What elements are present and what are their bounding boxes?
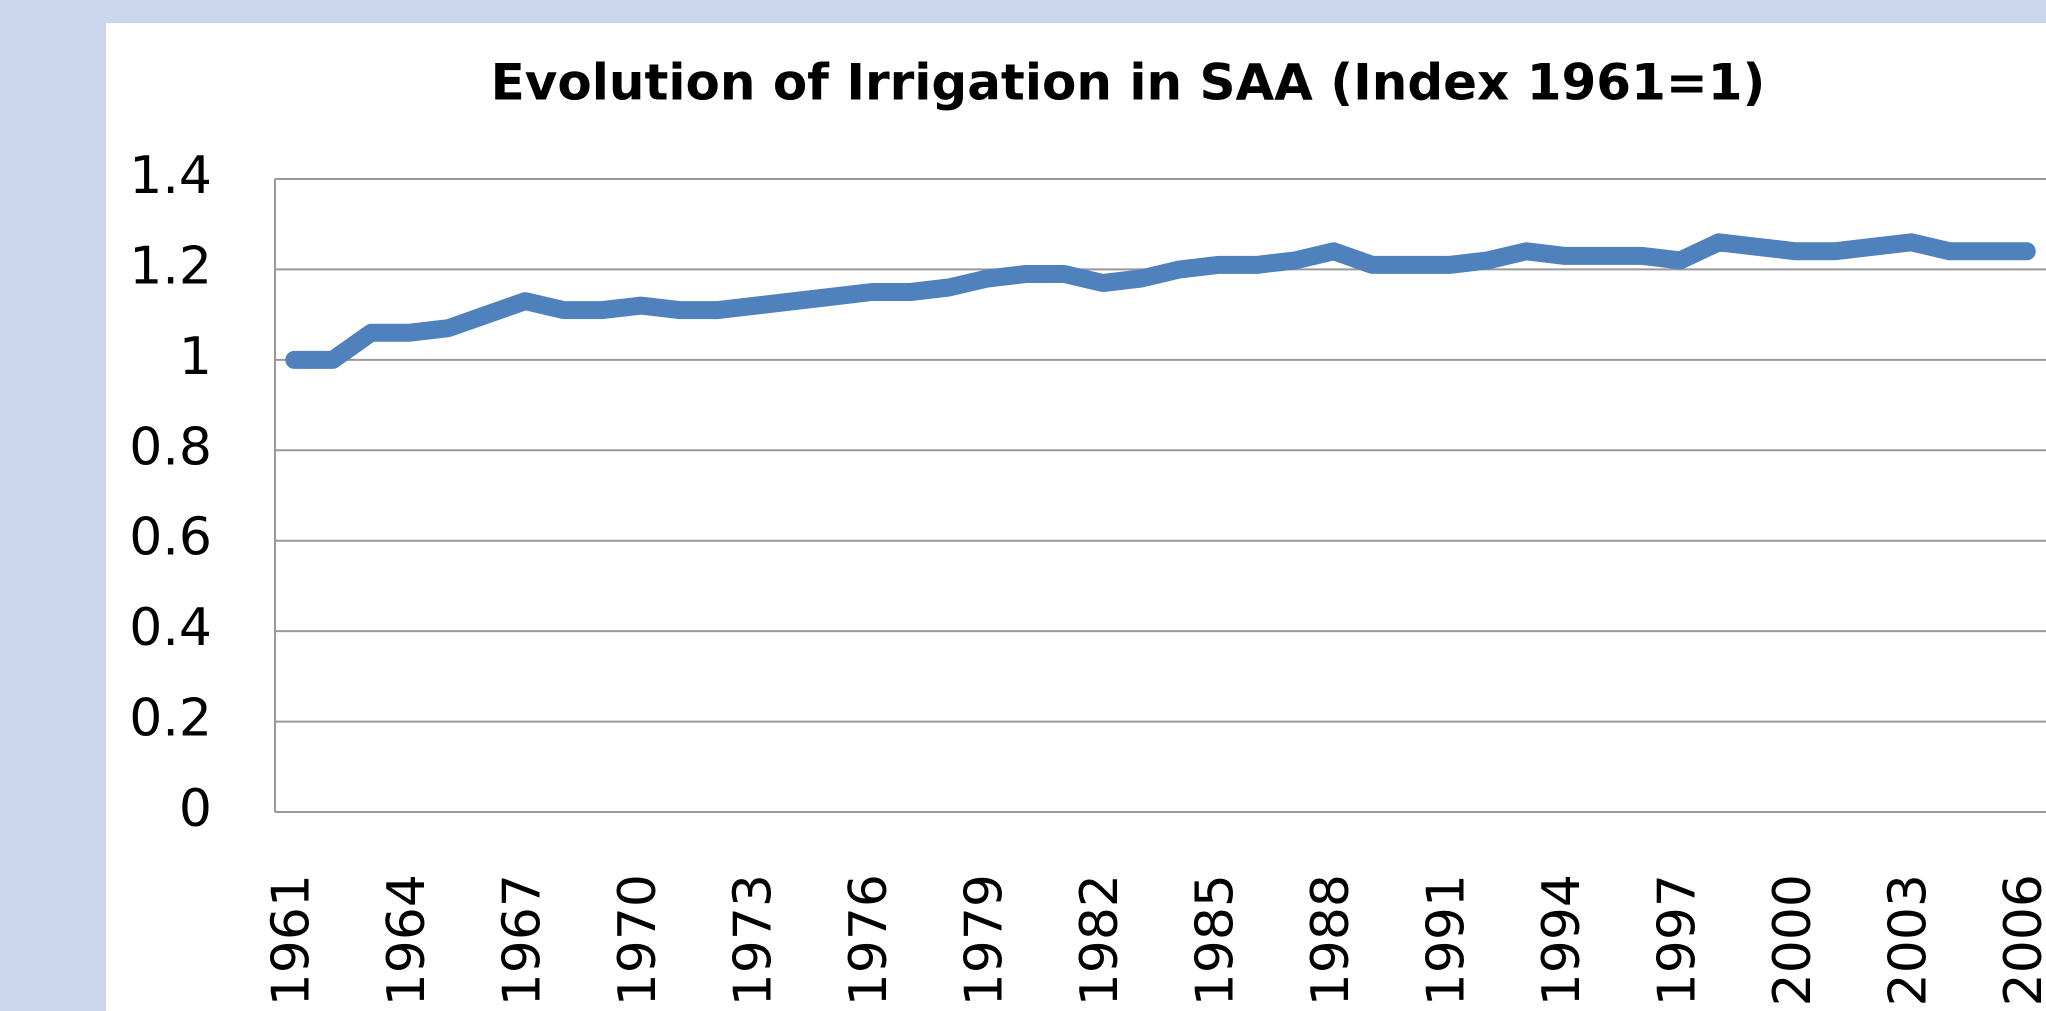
y-tick-label: 0.2 xyxy=(129,689,212,749)
x-tick-label: 1964 xyxy=(377,874,437,1006)
y-tick-label: 1 xyxy=(179,327,212,387)
x-tick-label: 2000 xyxy=(1763,874,1823,1006)
x-tick-label: 1982 xyxy=(1070,874,1130,1006)
x-tick-label: 1970 xyxy=(608,874,668,1006)
x-tick-label: 1988 xyxy=(1301,874,1361,1006)
y-tick-label: 1.2 xyxy=(129,236,212,296)
x-tick-label: 1961 xyxy=(261,874,321,1006)
x-tick-label: 1985 xyxy=(1185,874,1245,1006)
x-tick-label: 1967 xyxy=(492,874,552,1006)
data-line xyxy=(285,233,2036,369)
y-tick-label: 1.4 xyxy=(129,146,212,206)
y-tick-label: 0.6 xyxy=(129,508,212,568)
y-tick-label: 0.4 xyxy=(129,598,212,658)
x-tick-label: 1997 xyxy=(1647,874,1707,1006)
x-tick-label: 2003 xyxy=(1878,874,1938,1006)
x-tick-label: 2006 xyxy=(1994,874,2046,1006)
y-tick-label: 0.8 xyxy=(129,417,212,477)
chart-panel xyxy=(106,23,2046,1011)
x-tick-label: 1976 xyxy=(839,874,899,1006)
x-tick-label: 1973 xyxy=(723,874,783,1006)
x-tick-label: 1994 xyxy=(1532,874,1592,1006)
x-tick-label: 1991 xyxy=(1416,874,1476,1006)
x-tick-label: 1979 xyxy=(954,874,1014,1006)
chart-title: Evolution of Irrigation in SAA (Index 19… xyxy=(491,54,1766,112)
y-tick-label: 0 xyxy=(179,779,212,839)
